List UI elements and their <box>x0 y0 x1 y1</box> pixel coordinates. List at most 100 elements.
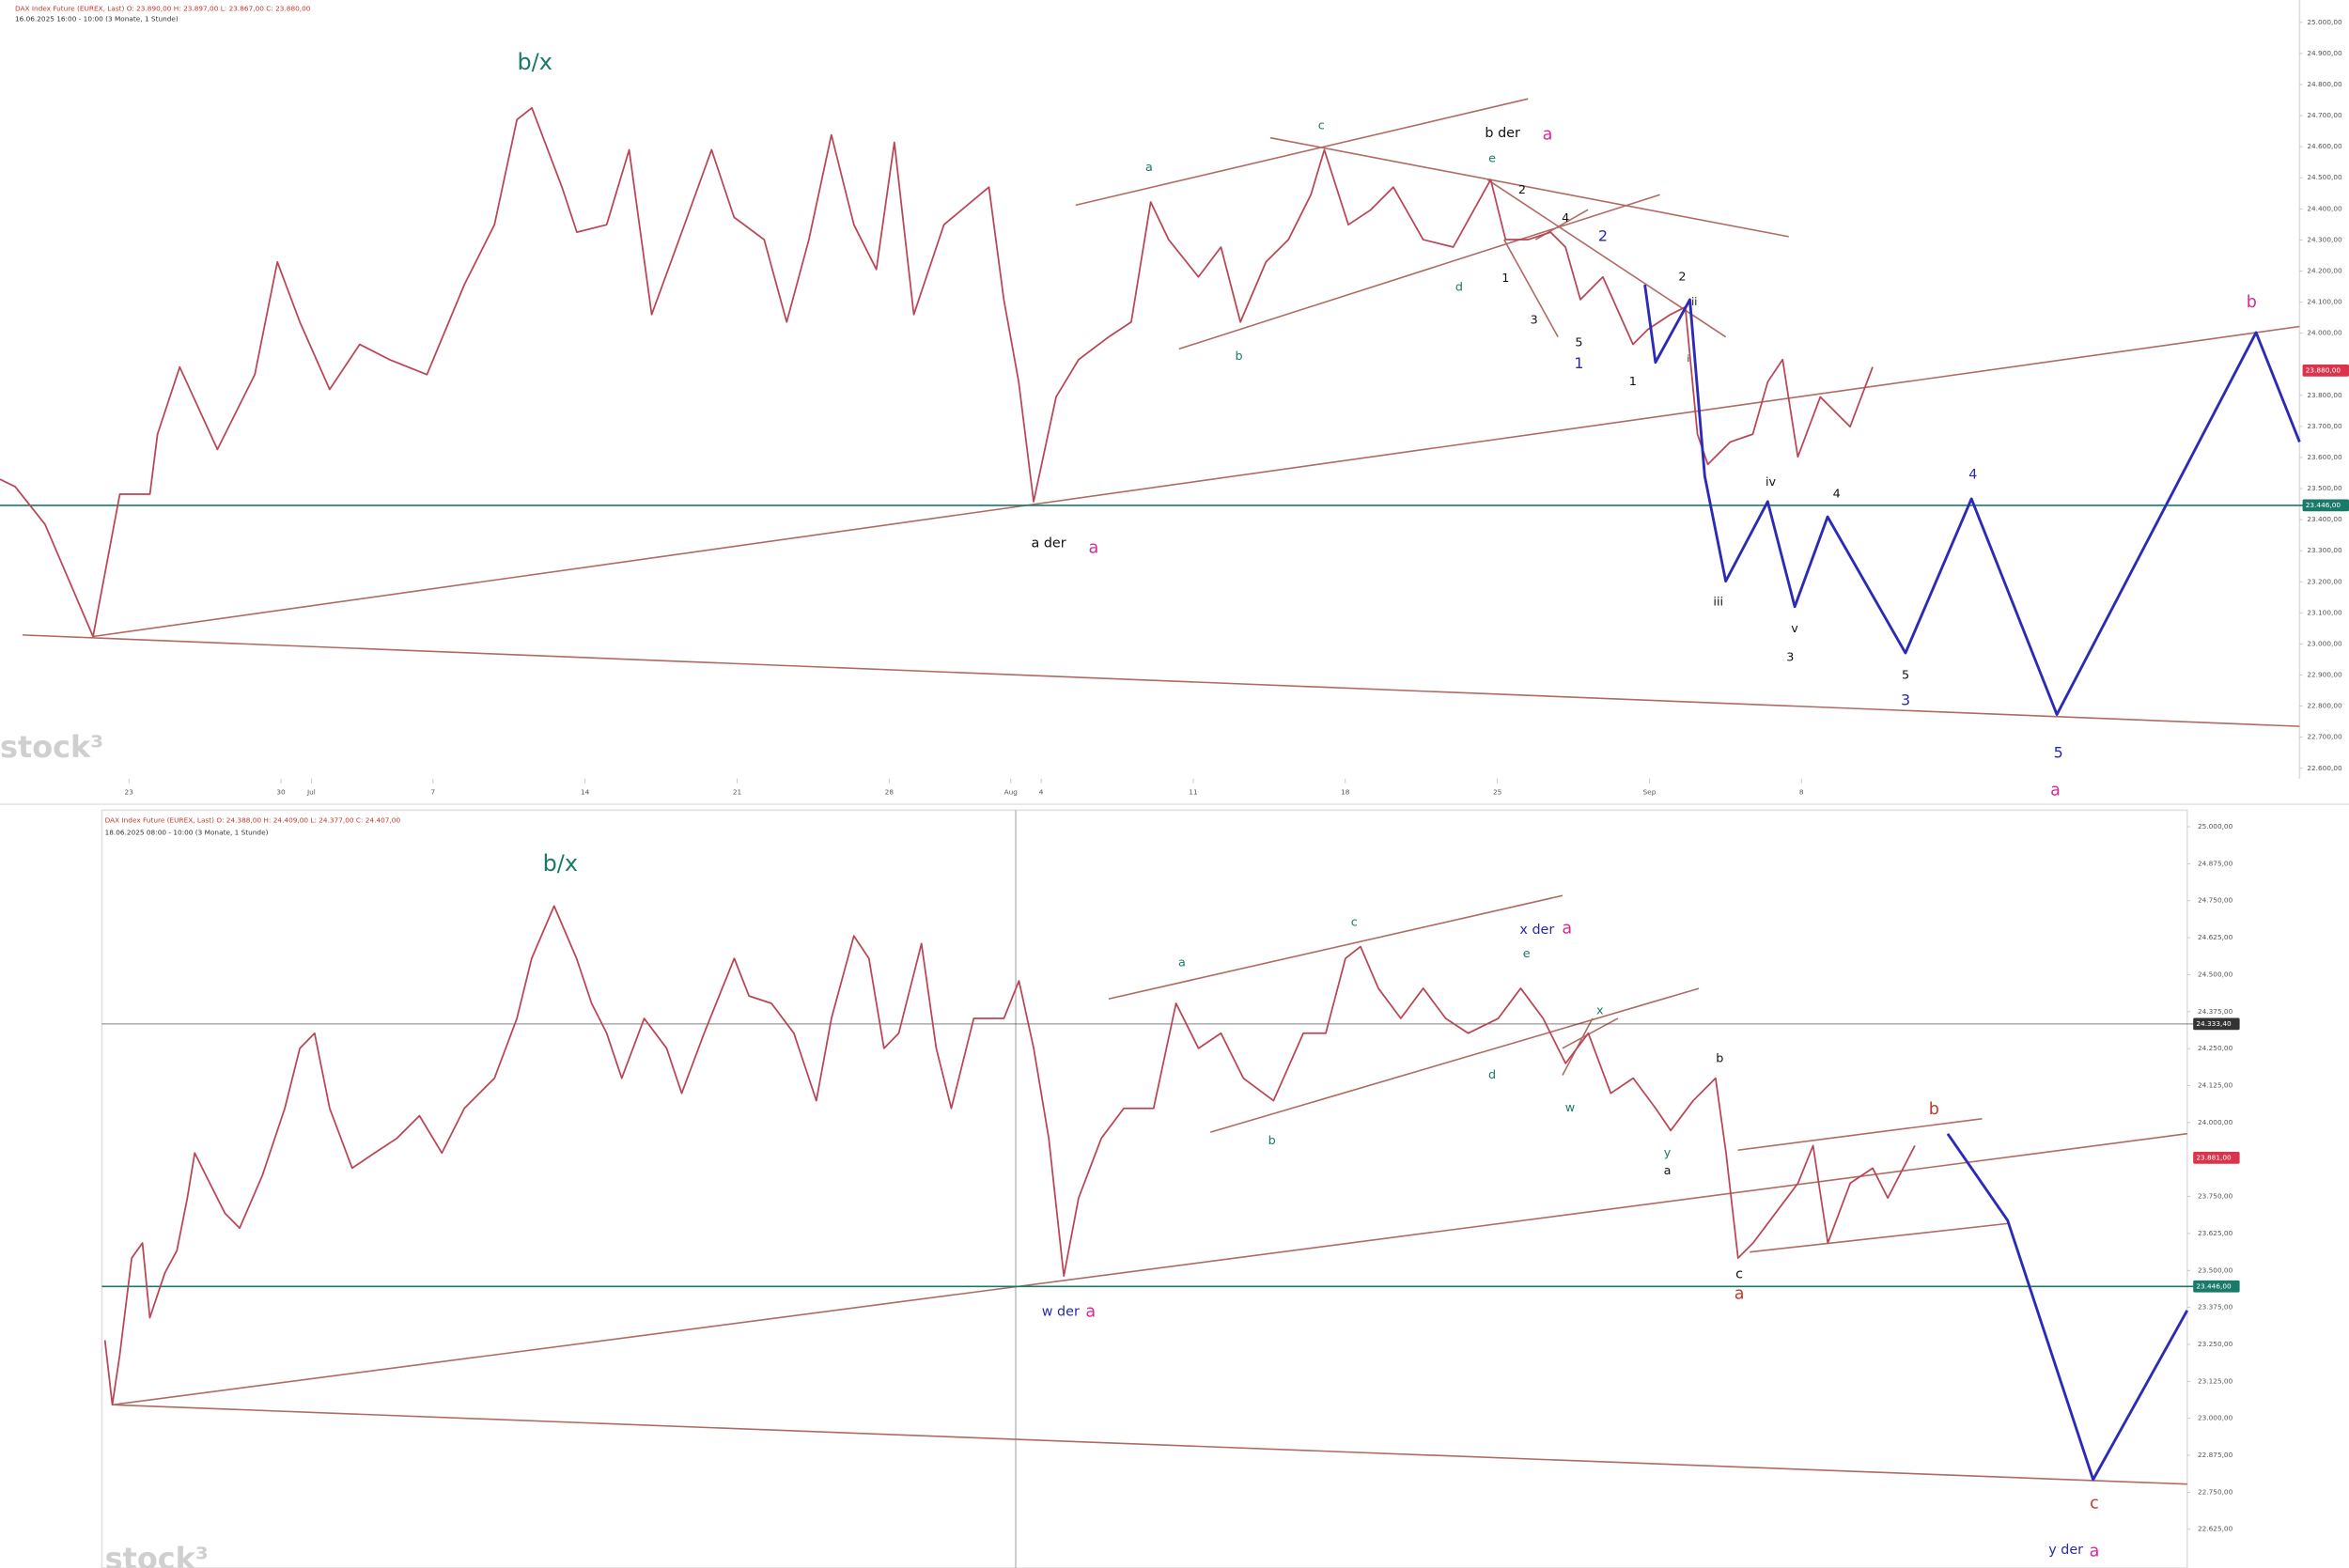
wave-label: c <box>1351 915 1358 929</box>
price-tag-label: 24.333,40 <box>2196 1019 2232 1028</box>
wave-label: b <box>1236 349 1243 364</box>
y-tick-label: 24.000,00 <box>2307 329 2342 337</box>
trendline <box>1562 1017 1619 1049</box>
y-tick-label: 24.000,00 <box>2198 1118 2233 1126</box>
y-tick-label: 25.000,00 <box>2307 18 2342 26</box>
wave-label: b <box>1716 1052 1723 1066</box>
trendline <box>1503 239 1559 338</box>
wave-label: a <box>1562 919 1572 938</box>
wave-label: 1 <box>1574 354 1583 372</box>
trendline <box>1210 987 1700 1133</box>
wave-label: e <box>1488 151 1496 165</box>
x-tick-label: 25 <box>1493 787 1502 796</box>
wave-label: 2 <box>1518 183 1526 197</box>
trendline <box>1108 894 1563 1001</box>
trendline <box>1178 194 1660 350</box>
wave-label: e <box>1523 947 1531 961</box>
price-line <box>0 106 1874 638</box>
wave-label: a <box>1664 1164 1672 1178</box>
wave-label: d <box>1488 1068 1496 1082</box>
x-tick-label: 7 <box>431 787 436 796</box>
y-tick-label: 24.200,00 <box>2307 266 2342 274</box>
y-tick-label: 23.600,00 <box>2307 453 2342 461</box>
trendline <box>22 634 2300 727</box>
wave-label: 3 <box>1901 691 1910 709</box>
wave-label: 4 <box>1833 488 1841 502</box>
y-tick-label: 23.250,00 <box>2198 1340 2233 1348</box>
wave-label: b der <box>1485 126 1520 141</box>
x-tick-label: 8 <box>1799 787 1804 796</box>
price-tag <box>2193 1280 2240 1293</box>
wave-label: a <box>1543 125 1553 144</box>
y-tick-label: 24.300,00 <box>2307 235 2342 243</box>
y-tick-label: 23.000,00 <box>2307 639 2342 647</box>
price-tag-label: 23.881,00 <box>2196 1153 2232 1161</box>
y-tick-label: 23.300,00 <box>2307 546 2342 554</box>
y-tick-label: 24.500,00 <box>2198 970 2233 978</box>
x-tick-label: 30 <box>276 787 286 796</box>
x-tick-label: 28 <box>885 787 894 796</box>
y-tick-label: 23.750,00 <box>2198 1192 2233 1201</box>
wave-label: iii <box>1713 595 1723 609</box>
wave-label: 4 <box>1968 467 1977 482</box>
wave-label: y <box>1664 1146 1672 1160</box>
y-tick-label: 24.500,00 <box>2307 173 2342 181</box>
wave-label: 2 <box>1598 226 1608 244</box>
wave-label: b <box>2247 293 2257 312</box>
wave-label: 3 <box>1531 314 1538 328</box>
wave-label: 4 <box>1562 211 1569 225</box>
wave-label: b/x <box>517 49 552 75</box>
wave-label: 1 <box>1629 375 1637 389</box>
wave-label: 5 <box>1902 668 1909 682</box>
wave-label: b <box>1929 1100 1939 1119</box>
y-tick-label: 23.200,00 <box>2307 577 2342 585</box>
wave-label: c <box>2090 1494 2099 1513</box>
y-tick-label: 23.500,00 <box>2307 484 2342 492</box>
price-tag-label: 23.880,00 <box>2306 365 2341 374</box>
y-tick-label: 22.600,00 <box>2307 764 2342 772</box>
x-tick-label: Jul <box>306 787 316 796</box>
y-tick-label: 23.375,00 <box>2198 1303 2233 1312</box>
trendline <box>112 1132 2187 1406</box>
price-tag <box>2193 1151 2240 1164</box>
wave-label: w <box>1565 1101 1575 1115</box>
wave-label: a <box>1735 1284 1745 1303</box>
y-tick-label: 25.000,00 <box>2198 822 2233 831</box>
chart-subtitle: 16.06.2025 16:00 - 10:00 (3 Monate, 1 St… <box>15 15 179 23</box>
y-tick-label: 24.600,00 <box>2307 142 2342 150</box>
y-tick-label: 24.125,00 <box>2198 1081 2233 1090</box>
y-tick-label: 24.800,00 <box>2307 80 2342 88</box>
y-tick-label: 23.000,00 <box>2198 1414 2233 1422</box>
y-tick-label: 24.750,00 <box>2198 896 2233 905</box>
y-tick-label: 22.875,00 <box>2198 1451 2233 1459</box>
x-tick-label: 11 <box>1189 787 1197 796</box>
price-line <box>103 905 1916 1406</box>
wave-label: b/x <box>543 850 578 877</box>
wave-label: 5 <box>1575 336 1582 350</box>
trendline <box>112 1404 2187 1485</box>
wave-label: a <box>1145 161 1153 175</box>
projection-line <box>1643 284 2301 716</box>
x-tick-label: 21 <box>733 787 741 796</box>
wave-label: a <box>1178 955 1186 970</box>
projection-line <box>1946 1133 2189 1482</box>
watermark: stock³ <box>105 1541 209 1568</box>
x-tick-label: 18 <box>1341 787 1350 796</box>
price-tag <box>2302 499 2349 512</box>
wave-label: b <box>1268 1134 1276 1148</box>
wave-label: 1 <box>1501 272 1509 286</box>
wave-label: a der <box>1031 536 1066 551</box>
wave-label: 5 <box>2054 743 2063 761</box>
wave-label: 2 <box>1678 270 1686 284</box>
y-tick-label: 24.375,00 <box>2198 1007 2233 1016</box>
watermark: stock³ <box>0 729 103 765</box>
y-tick-label: 23.625,00 <box>2198 1229 2233 1237</box>
wave-label: y der <box>2048 1543 2083 1558</box>
x-tick-label: 23 <box>125 787 134 796</box>
x-tick-label: Aug <box>1004 787 1018 796</box>
wave-label: c <box>1735 1267 1743 1282</box>
wave-label: x der <box>1519 923 1554 938</box>
wave-label: d <box>1455 281 1463 295</box>
